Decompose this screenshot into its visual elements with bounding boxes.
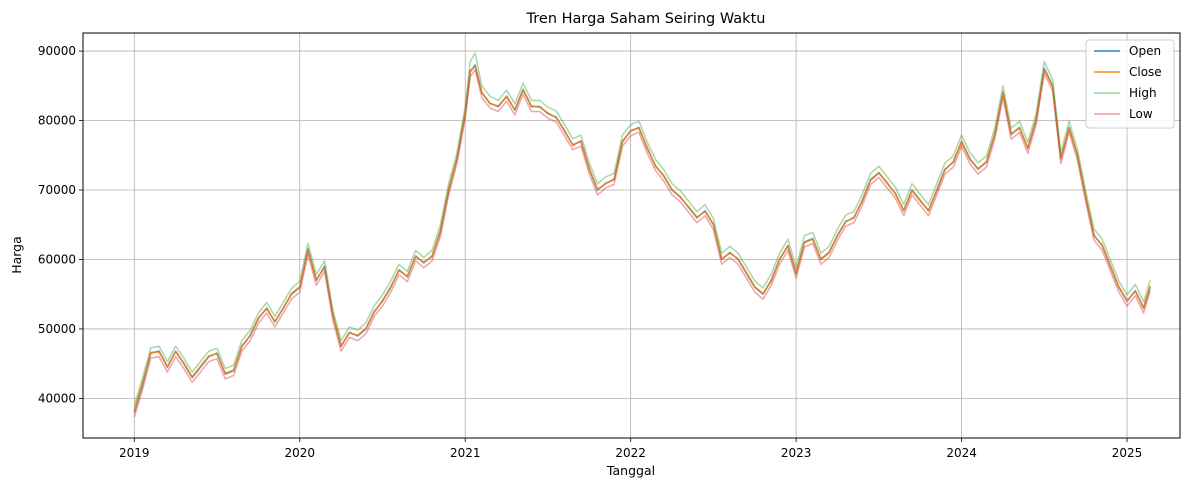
y-tick-label: 50000 — [38, 322, 76, 336]
y-tick-label: 90000 — [38, 44, 76, 58]
x-axis-label: Tanggal — [606, 463, 655, 478]
plot-area-frame — [82, 32, 1181, 439]
x-tick-label: 2025 — [1112, 446, 1143, 460]
legend-label-high: High — [1129, 86, 1157, 100]
legend-box — [1085, 39, 1175, 129]
x-tick-label: 2024 — [946, 446, 977, 460]
series-layer — [133, 52, 1151, 418]
x-tick-label: 2023 — [781, 446, 812, 460]
legend-label-close: Close — [1129, 65, 1162, 79]
series-line-high — [133, 52, 1151, 406]
legend-label-open: Open — [1129, 44, 1161, 58]
series-line-low — [133, 69, 1151, 418]
y-axis: 40000 50000 60000 70000 80000 90000 — [38, 44, 83, 405]
x-axis: 2019 2020 2021 2022 2023 2024 2025 — [119, 438, 1142, 460]
y-tick-label: 70000 — [38, 183, 76, 197]
x-tick-label: 2021 — [450, 446, 481, 460]
legend-label-low: Low — [1129, 107, 1153, 121]
x-tick-label: 2020 — [284, 446, 315, 460]
x-tick-label: 2019 — [119, 446, 150, 460]
y-tick-label: 80000 — [38, 114, 76, 128]
x-tick-label: 2022 — [615, 446, 646, 460]
grid-lines — [83, 33, 1180, 438]
y-tick-label: 60000 — [38, 252, 76, 266]
series-line-close — [133, 65, 1151, 412]
y-tick-label: 40000 — [38, 391, 76, 405]
y-axis-label: Harga — [9, 236, 24, 274]
legend: Open Close High Low — [1085, 39, 1175, 129]
chart-title: Tren Harga Saham Seiring Waktu — [526, 11, 766, 27]
